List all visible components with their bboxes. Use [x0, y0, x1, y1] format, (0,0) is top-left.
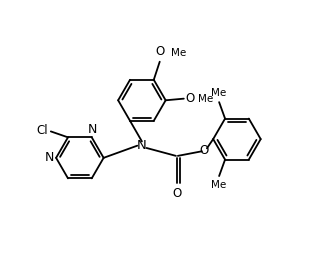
- Text: O: O: [172, 187, 181, 200]
- Text: Cl: Cl: [36, 124, 48, 137]
- Text: N: N: [137, 139, 147, 152]
- Text: N: N: [45, 151, 54, 164]
- Text: Me: Me: [212, 88, 227, 98]
- Text: Me: Me: [212, 180, 227, 190]
- Text: Me: Me: [171, 49, 186, 58]
- Text: O: O: [155, 45, 164, 58]
- Text: N: N: [88, 123, 97, 136]
- Text: O: O: [185, 92, 195, 105]
- Text: Me: Me: [198, 94, 213, 104]
- Text: O: O: [199, 144, 209, 157]
